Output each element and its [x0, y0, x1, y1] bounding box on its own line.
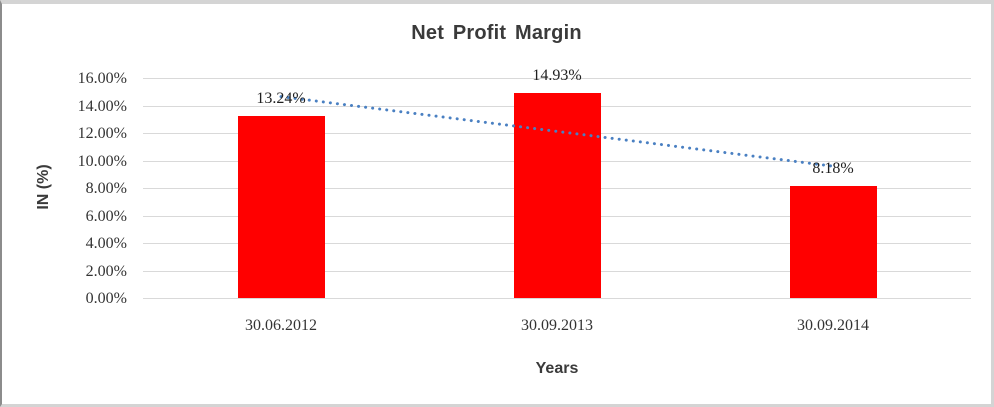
- y-tick-label: 8.00%: [85, 180, 127, 197]
- y-tick-label: 6.00%: [85, 207, 127, 225]
- y-tick-label: 12.00%: [77, 125, 127, 142]
- x-tick-label: 30.06.2012: [245, 317, 317, 334]
- bar-30.09.2014: [789, 185, 877, 298]
- trendline: [279, 95, 835, 168]
- bar-data-label: 8.18%: [812, 159, 854, 177]
- x-tick-label: 30.09.2014: [797, 317, 869, 334]
- plot-area: 13.24% 14.93% 8.18%: [143, 67, 971, 299]
- chart-title: Net Profit Margin: [411, 22, 582, 44]
- y-tick-label: 10.00%: [77, 152, 127, 170]
- bar-data-label: 14.93%: [532, 66, 582, 84]
- y-tick-label: 16.00%: [77, 70, 127, 87]
- gridline: [143, 298, 971, 299]
- gridline: [143, 78, 971, 79]
- bar-30.06.2012: [237, 115, 325, 298]
- x-axis-title: Years: [535, 360, 579, 377]
- y-tick-label: 4.00%: [85, 235, 127, 252]
- y-tick-label: 2.00%: [85, 262, 127, 280]
- y-tick-label: 14.00%: [77, 97, 127, 115]
- y-tick-label: 0.00%: [85, 290, 127, 307]
- bar-data-label: 13.24%: [256, 89, 306, 107]
- x-tick-label: 30.09.2013: [521, 317, 593, 334]
